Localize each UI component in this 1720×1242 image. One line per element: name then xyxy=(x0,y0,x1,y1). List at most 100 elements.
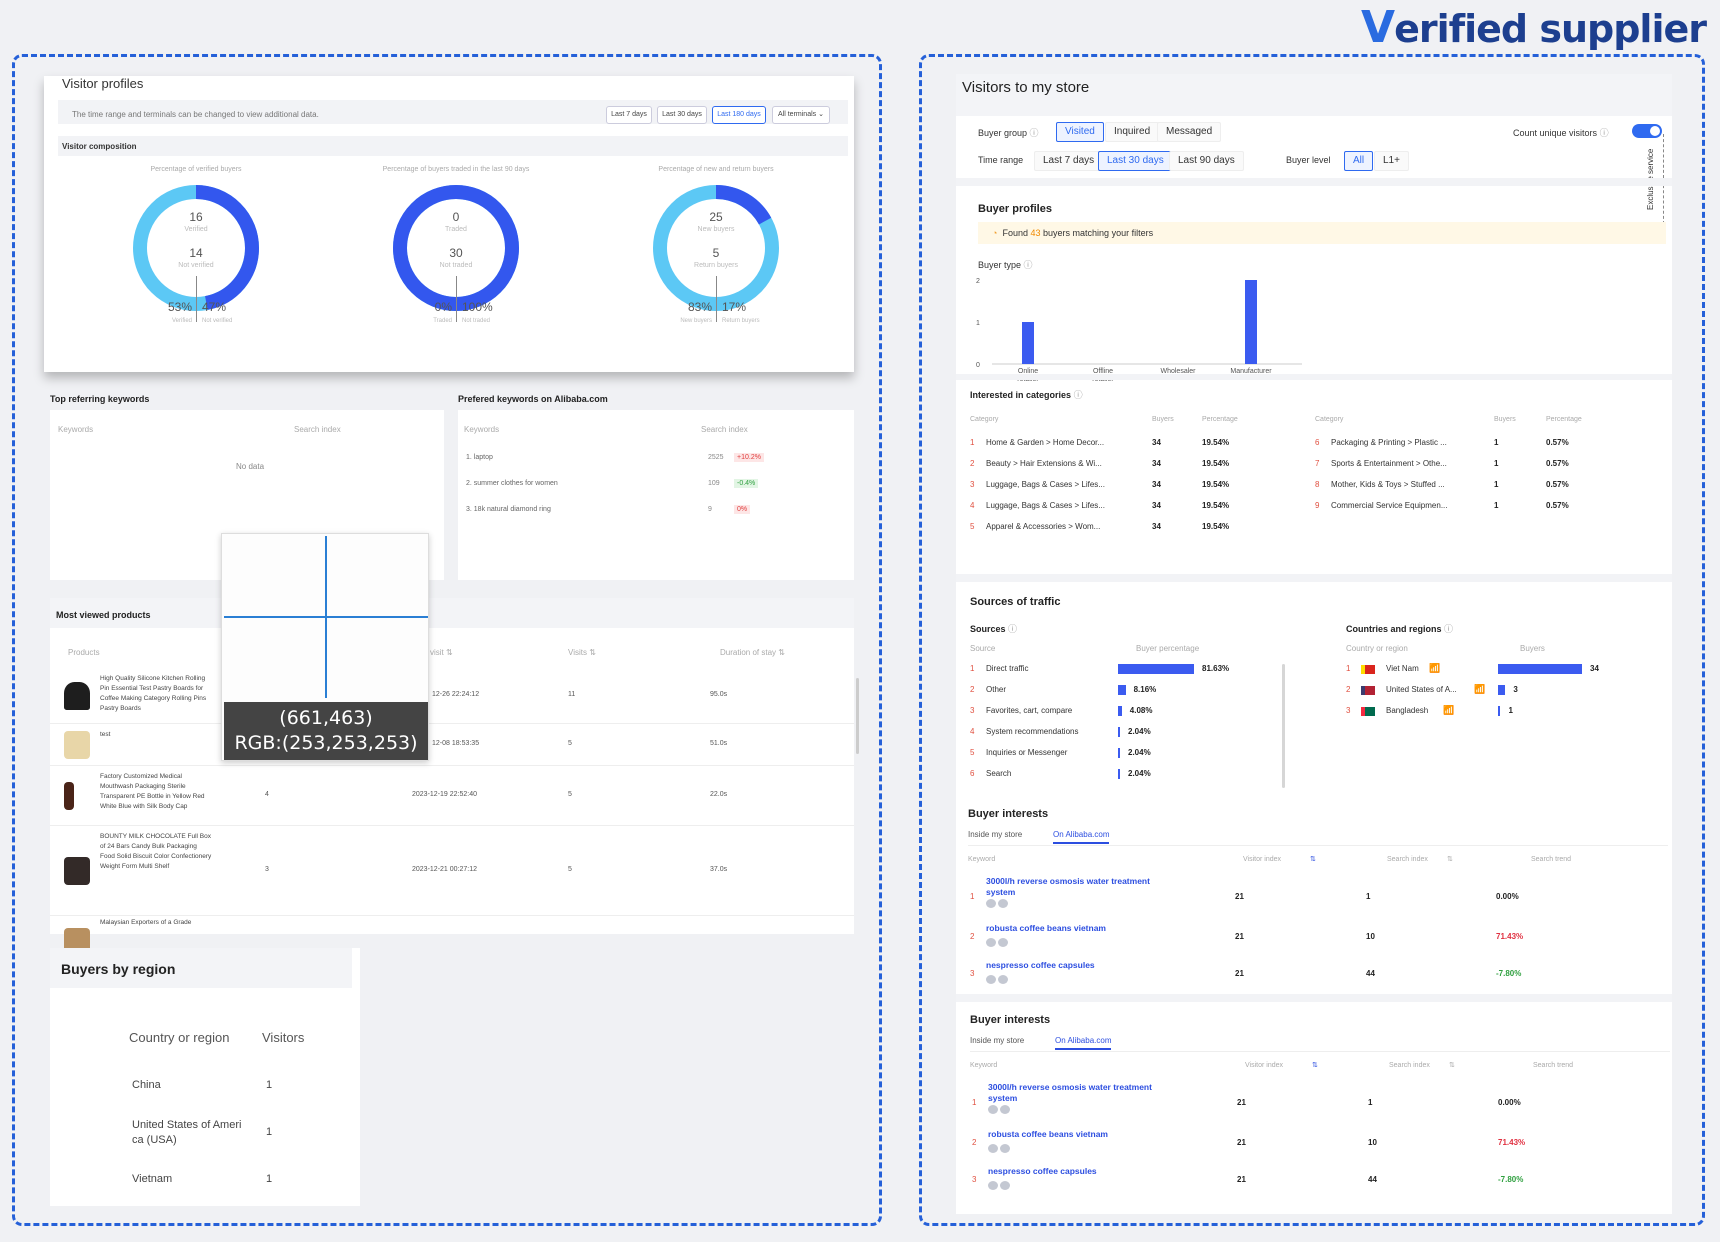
scrollbar[interactable] xyxy=(856,678,859,754)
category-row[interactable]: 5 Apparel & Accessories > Wom... 34 19.54% xyxy=(970,522,1270,536)
sort-icon[interactable]: ⇅ xyxy=(1312,1062,1318,1069)
tab-on-alibaba[interactable]: On Alibaba.com xyxy=(1055,1036,1112,1050)
table-row[interactable]: High Quality Silicone Kitchen Rolling Pi… xyxy=(50,668,854,724)
product-name[interactable]: Malaysian Exporters of a Grade xyxy=(100,919,192,926)
category-row[interactable]: 8 Mother, Kids & Toys > Stuffed ... 1 0.57% xyxy=(1315,480,1615,494)
time-last-30[interactable]: Last 30 days xyxy=(1098,151,1173,171)
sort-icon[interactable]: ⇅ xyxy=(1310,856,1316,863)
category-row[interactable]: 1 Home & Garden > Home Decor... 34 19.54% xyxy=(970,438,1270,452)
donut-chart: Percentage of verified buyers 16 Verified 1… xyxy=(76,158,316,338)
range-last-30-days[interactable]: Last 30 days xyxy=(657,106,707,124)
category-row[interactable]: 3 Luggage, Bags & Cases > Lifes... 34 19.54… xyxy=(970,480,1270,494)
right-panel-frame xyxy=(919,54,1705,1226)
time-last-90[interactable]: Last 90 days xyxy=(1169,151,1244,171)
col-header[interactable]: Search trend xyxy=(1533,1062,1574,1069)
tab-on-alibaba[interactable]: On Alibaba.com xyxy=(1053,830,1110,844)
tab-inside-store[interactable]: Inside my store xyxy=(970,1036,1025,1045)
col-duration[interactable]: Duration of stay ⇅ xyxy=(720,648,785,657)
tag-icon[interactable] xyxy=(1000,1181,1010,1190)
product-name[interactable]: test xyxy=(100,731,111,738)
help-icon[interactable]: ⓘ xyxy=(1444,624,1454,634)
tag-icon[interactable] xyxy=(998,938,1008,947)
country-buyers: 3 xyxy=(1513,685,1518,694)
product-duration: 95.0s xyxy=(710,691,728,698)
product-name[interactable]: BOUNTY MILK CHOCOLATE Full Box of 24 Bar… xyxy=(100,833,212,870)
col-header[interactable]: Visitor index xyxy=(1245,1062,1284,1069)
profiles-divider xyxy=(956,178,1672,186)
col-last-visit[interactable]: visit ⇅ xyxy=(430,648,453,657)
product-name[interactable]: High Quality Silicone Kitchen Rolling Pi… xyxy=(100,675,207,712)
sort-icon[interactable]: ⇅ xyxy=(1449,1062,1455,1069)
tag-icon[interactable] xyxy=(998,899,1008,908)
tag-icon[interactable] xyxy=(998,975,1008,984)
group-messaged[interactable]: Messaged xyxy=(1157,122,1222,142)
tag-icon[interactable] xyxy=(1000,1105,1010,1114)
tab-inside-store[interactable]: Inside my store xyxy=(968,830,1023,839)
col-visits[interactable]: Visits ⇅ xyxy=(568,648,596,657)
category-row[interactable]: 4 Luggage, Bags & Cases > Lifes... 34 19.54… xyxy=(970,501,1270,515)
keyword-link[interactable]: robusta coffee beans vietnam xyxy=(986,923,1106,933)
col-header[interactable]: Search index xyxy=(1387,856,1428,863)
help-icon[interactable]: ⓘ xyxy=(1599,128,1609,138)
tag-icon[interactable] xyxy=(986,938,996,947)
tag-icon[interactable] xyxy=(988,1105,998,1114)
help-icon[interactable]: ⓘ xyxy=(1073,390,1083,400)
product-last-visit: 2023-12-21 00:27:12 xyxy=(412,866,477,873)
donut-text: 5 xyxy=(712,246,720,260)
category-row[interactable]: 7 Sports & Entertainment > Othe... 1 0.57% xyxy=(1315,459,1615,473)
keyword-link-line2[interactable]: system xyxy=(986,887,1016,897)
col-header[interactable]: Search index xyxy=(1389,1062,1430,1069)
source-bar xyxy=(1118,727,1120,737)
keyword-link[interactable]: 3000l/h reverse osmosis water treatment xyxy=(986,876,1150,886)
row-rank: 2 xyxy=(972,1138,977,1147)
analytics-icon[interactable]: 📶 xyxy=(1429,663,1441,673)
group-inquired[interactable]: Inquired xyxy=(1105,122,1160,142)
col-keywords: Keywords xyxy=(58,425,94,434)
tag-icon[interactable] xyxy=(986,975,996,984)
range-last-180-days[interactable]: Last 180 days xyxy=(712,106,766,124)
category-row[interactable]: 9 Commercial Service Equipmen... 1 0.57% xyxy=(1315,501,1615,515)
category-row[interactable]: 2 Beauty > Hair Extensions & Wi... 34 19.54… xyxy=(970,459,1270,473)
keyword-link-line2[interactable]: system xyxy=(988,1093,1018,1103)
source-bar xyxy=(1118,706,1122,716)
donut-left-label: New buyers xyxy=(680,318,712,324)
sources-scrollbar[interactable] xyxy=(1282,664,1285,788)
keyword-link[interactable]: 3000l/h reverse osmosis water treatment xyxy=(988,1082,1152,1092)
range-last-7-days[interactable]: Last 7 days xyxy=(606,106,652,124)
help-icon[interactable]: ⓘ xyxy=(1029,128,1039,138)
crosshair-horizontal xyxy=(224,616,428,618)
level-all[interactable]: All xyxy=(1344,151,1374,171)
col-header[interactable]: Visitor index xyxy=(1243,856,1282,863)
table-row[interactable]: BOUNTY MILK CHOCOLATE Full Box of 24 Bar… xyxy=(50,826,854,916)
table-row[interactable]: Factory Customized Medical Mouthwash Pac… xyxy=(50,766,854,826)
terminals-select[interactable]: All terminals ⌄ xyxy=(772,106,830,124)
keyword-link[interactable]: nespresso coffee capsules xyxy=(988,1166,1097,1176)
analytics-icon[interactable]: 📶 xyxy=(1474,684,1486,694)
tag-icon[interactable] xyxy=(986,899,996,908)
count-unique-toggle[interactable] xyxy=(1632,124,1662,138)
category-row[interactable]: 6 Packaging & Printing > Plastic ... 1 0.57… xyxy=(1315,438,1615,452)
time-last-7[interactable]: Last 7 days xyxy=(1034,151,1104,171)
col-header[interactable]: Search trend xyxy=(1531,856,1572,863)
bar-3[interactable] xyxy=(1245,280,1257,364)
table-row[interactable]: Malaysian Exporters of a Grade xyxy=(50,916,854,956)
buyer-type-chart: 210OnlineretailerOfflineretailerWholesal… xyxy=(976,278,1302,382)
bar-0[interactable] xyxy=(1022,322,1034,364)
tag-icon[interactable] xyxy=(988,1144,998,1153)
tag-icon[interactable] xyxy=(1000,1144,1010,1153)
level-l1[interactable]: L1+ xyxy=(1374,151,1409,171)
keyword-link[interactable]: robusta coffee beans vietnam xyxy=(988,1129,1108,1139)
help-icon[interactable]: ⓘ xyxy=(1008,624,1018,634)
product-thumbnail xyxy=(64,731,90,759)
keyword-link[interactable]: nespresso coffee capsules xyxy=(986,960,1095,970)
sort-icon[interactable]: ⇅ xyxy=(1447,856,1453,863)
category-buyers: 1 xyxy=(1494,459,1499,468)
help-icon[interactable]: ⓘ xyxy=(1023,260,1033,270)
table-row[interactable]: test 12-08 18:53:35 5 51.0s xyxy=(50,724,854,766)
tag-icon[interactable] xyxy=(988,1181,998,1190)
source-name: System recommendations xyxy=(986,727,1079,736)
group-visited[interactable]: Visited xyxy=(1056,122,1104,142)
product-name[interactable]: Factory Customized Medical Mouthwash Pac… xyxy=(100,773,205,810)
analytics-icon[interactable]: 📶 xyxy=(1443,705,1455,715)
row-rank: 1 xyxy=(972,1098,977,1107)
